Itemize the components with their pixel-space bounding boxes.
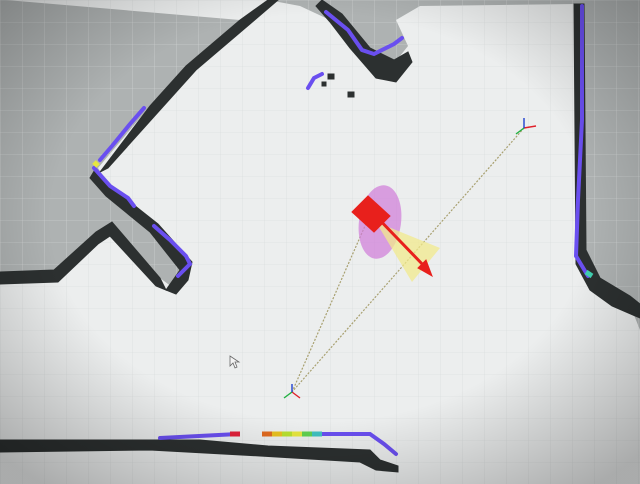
rviz-map-viewport[interactable] xyxy=(0,0,640,484)
occupancy-grid-map[interactable] xyxy=(0,0,640,484)
screen-vignette xyxy=(0,0,640,484)
